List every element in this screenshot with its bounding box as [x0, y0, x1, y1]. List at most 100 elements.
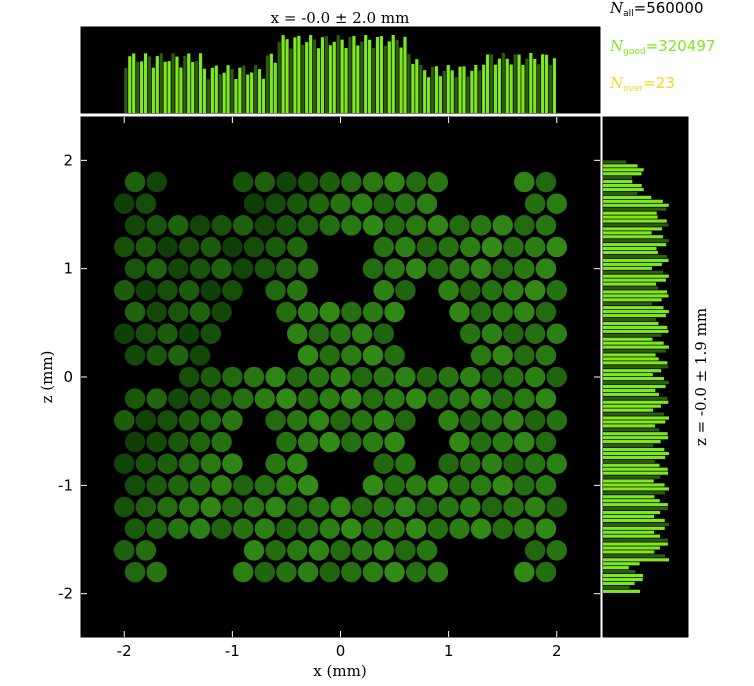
- beam-spot: [524, 453, 546, 474]
- beam-spot: [503, 323, 524, 344]
- beam-spot: [524, 366, 546, 388]
- beam-spot: [351, 366, 373, 388]
- beam-spot: [265, 280, 286, 301]
- side-histogram-bar: [603, 526, 665, 530]
- side-histogram-bar: [603, 388, 656, 393]
- beam-spot: [384, 518, 405, 539]
- top-histogram-bar: [348, 37, 352, 114]
- beam-spot: [351, 193, 373, 214]
- beam-spot: [362, 345, 384, 366]
- beam-spot: [254, 215, 276, 236]
- beam-spot: [286, 453, 308, 474]
- beam-spot: [286, 410, 308, 431]
- top-histogram-bar: [509, 64, 513, 113]
- beam-spot: [503, 280, 524, 301]
- side-histogram-bar: [603, 349, 666, 353]
- side-histogram-bar: [603, 487, 669, 491]
- beam-spot: [189, 345, 211, 366]
- top-histogram-bar: [493, 64, 498, 113]
- top-histogram-bar: [226, 65, 230, 113]
- side-histogram-bar: [603, 408, 654, 412]
- z-axis-label: z (mm): [38, 351, 56, 404]
- top-histogram-bar: [324, 35, 328, 113]
- beam-spot: [503, 236, 524, 258]
- beam-spot: [222, 496, 243, 518]
- top-histogram-bar: [497, 58, 501, 113]
- side-histogram-bar: [603, 373, 653, 377]
- beam-spot: [222, 410, 243, 431]
- beam-spot: [189, 301, 211, 323]
- beam-spot: [405, 258, 427, 279]
- beam-spot: [232, 215, 254, 236]
- beam-spot: [276, 258, 297, 279]
- beam-spot: [297, 345, 319, 366]
- beam-spot: [395, 366, 416, 388]
- side-histogram-bar: [603, 542, 668, 546]
- side-histogram-bar: [603, 546, 660, 550]
- beam-spot: [297, 301, 319, 323]
- beam-spot: [330, 366, 351, 388]
- side-histogram-bar: [603, 250, 658, 255]
- beam-spot: [535, 258, 557, 279]
- beam-spot: [124, 518, 146, 539]
- side-histogram-bar: [603, 514, 655, 519]
- top-histogram-bar: [261, 78, 266, 113]
- side-histogram-bar: [603, 534, 661, 538]
- beam-spot: [297, 561, 319, 583]
- side-histogram-bar: [603, 589, 641, 593]
- top-histogram-bar: [505, 58, 509, 113]
- z-axis-ticks: 2 1 0 -1 -2: [58, 151, 600, 603]
- top-histogram-label: x = -0.0 ± 2.0 mm: [271, 9, 410, 27]
- beam-spot: [546, 280, 568, 301]
- beam-spot: [351, 540, 373, 561]
- z-tick-label: 2: [63, 151, 73, 169]
- top-histogram-bar: [391, 35, 395, 113]
- beam-spot: [135, 453, 157, 474]
- beam-spot: [319, 215, 340, 236]
- beam-spot: [384, 301, 405, 323]
- top-histogram-bar: [273, 62, 277, 113]
- beam-spot: [416, 496, 438, 518]
- beam-spot: [481, 366, 503, 388]
- beam-spot: [535, 561, 557, 583]
- side-histogram-bar: [603, 550, 655, 554]
- beam-spot: [200, 280, 222, 301]
- top-histogram-bar: [206, 79, 211, 113]
- beam-spot: [470, 388, 492, 409]
- beam-spot: [362, 518, 384, 539]
- beam-spot: [405, 215, 427, 236]
- beam-spot: [319, 561, 340, 583]
- beam-spot: [341, 301, 362, 323]
- beam-spot: [427, 258, 449, 279]
- beam-spot: [524, 540, 546, 561]
- beam-spot: [373, 496, 395, 518]
- beam-spot: [276, 561, 297, 583]
- top-histogram-bar: [309, 35, 313, 113]
- beam-spot: [286, 323, 308, 344]
- side-histogram-bar: [603, 310, 669, 314]
- beam-spot: [124, 258, 146, 279]
- beam-spot: [189, 475, 211, 496]
- beam-spot: [330, 193, 351, 214]
- beam-spot: [157, 453, 178, 474]
- beam-spot: [492, 345, 513, 366]
- side-histogram-label: z = -0.0 ± 1.9 mm: [692, 308, 710, 446]
- beam-spot: [351, 410, 373, 431]
- beam-spot: [405, 518, 427, 539]
- beam-spot: [178, 366, 200, 388]
- beam-spot: [362, 388, 384, 409]
- beam-spot: [113, 410, 135, 431]
- side-histogram-bar: [603, 463, 660, 467]
- top-histogram-bar: [482, 64, 486, 113]
- top-histogram-bar: [250, 72, 254, 113]
- top-histogram-bar: [395, 39, 399, 114]
- side-histogram-bar: [603, 274, 669, 278]
- beam-spot: [503, 366, 524, 388]
- side-histogram-bar: [603, 566, 629, 570]
- beam-spot: [503, 496, 524, 518]
- beam-spot: [427, 171, 449, 193]
- beam-spot: [276, 388, 297, 409]
- top-histogram-bar: [399, 47, 403, 113]
- beam-spot: [146, 258, 167, 279]
- beam-spot: [351, 323, 373, 344]
